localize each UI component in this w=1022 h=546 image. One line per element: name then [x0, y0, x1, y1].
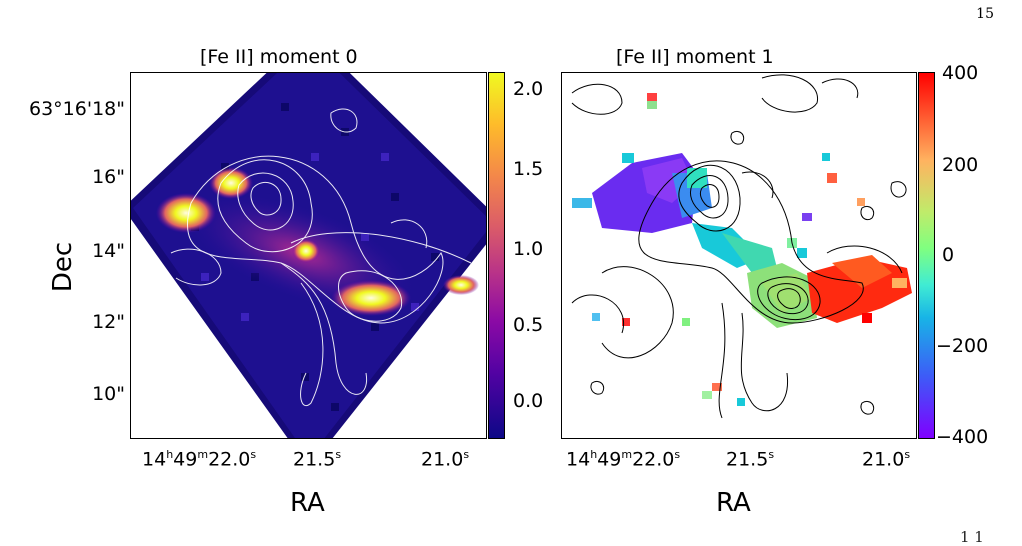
left-cbar-tick: 1.5: [513, 158, 544, 180]
left-panel-title: [Fe II] moment 0: [200, 46, 358, 68]
left-xtick-2: 21.5s: [293, 448, 342, 471]
right-xtick-1: 14h49m22.0s: [566, 448, 681, 471]
left-xtick-1: 14h49m22.0s: [142, 448, 257, 471]
moment1-map: [571, 74, 912, 419]
left-ylabel: Dec: [48, 241, 79, 293]
noise-pixels: [592, 93, 830, 406]
left-ytick-label: 63°16'18": [29, 98, 125, 120]
page-number: 15: [976, 6, 994, 22]
right-xtick-2: 21.5s: [726, 448, 775, 471]
right-panel-image: [561, 72, 917, 439]
moment0-map: [131, 73, 486, 438]
right-cbar-tick: 0: [942, 244, 955, 266]
left-ytick-label: 10": [92, 383, 125, 405]
left-cbar-tick: 0.5: [513, 314, 544, 336]
left-ytick-label: 12": [92, 311, 125, 333]
left-cbar-tick: 0.0: [513, 390, 544, 412]
left-xlabel: RA: [290, 488, 325, 518]
right-colorbar: [918, 72, 935, 439]
moment0-contours: [170, 108, 472, 406]
right-cbar-tick: 200: [942, 154, 979, 176]
blueshifted-lobe: [572, 153, 712, 233]
left-xtick-3: 21.0s: [421, 448, 470, 471]
right-panel-title: [Fe II] moment 1: [616, 46, 774, 68]
right-cbar-tick: −400: [936, 426, 989, 448]
right-cbar-tick: 400: [942, 62, 979, 84]
left-cbar-tick: 1.0: [513, 238, 544, 260]
right-xtick-3: 21.0s: [862, 448, 911, 471]
left-panel-image: [130, 72, 487, 439]
caption-fragment: 1 1: [960, 528, 984, 546]
left-ytick-label: 16": [92, 166, 125, 188]
right-xlabel: RA: [716, 488, 751, 518]
left-cbar-tick: 2.0: [513, 78, 544, 100]
right-cbar-tick: −200: [936, 335, 989, 357]
left-ytick-label: 14": [92, 240, 125, 262]
moment1-contours: [571, 74, 907, 419]
left-colorbar: [488, 72, 505, 439]
